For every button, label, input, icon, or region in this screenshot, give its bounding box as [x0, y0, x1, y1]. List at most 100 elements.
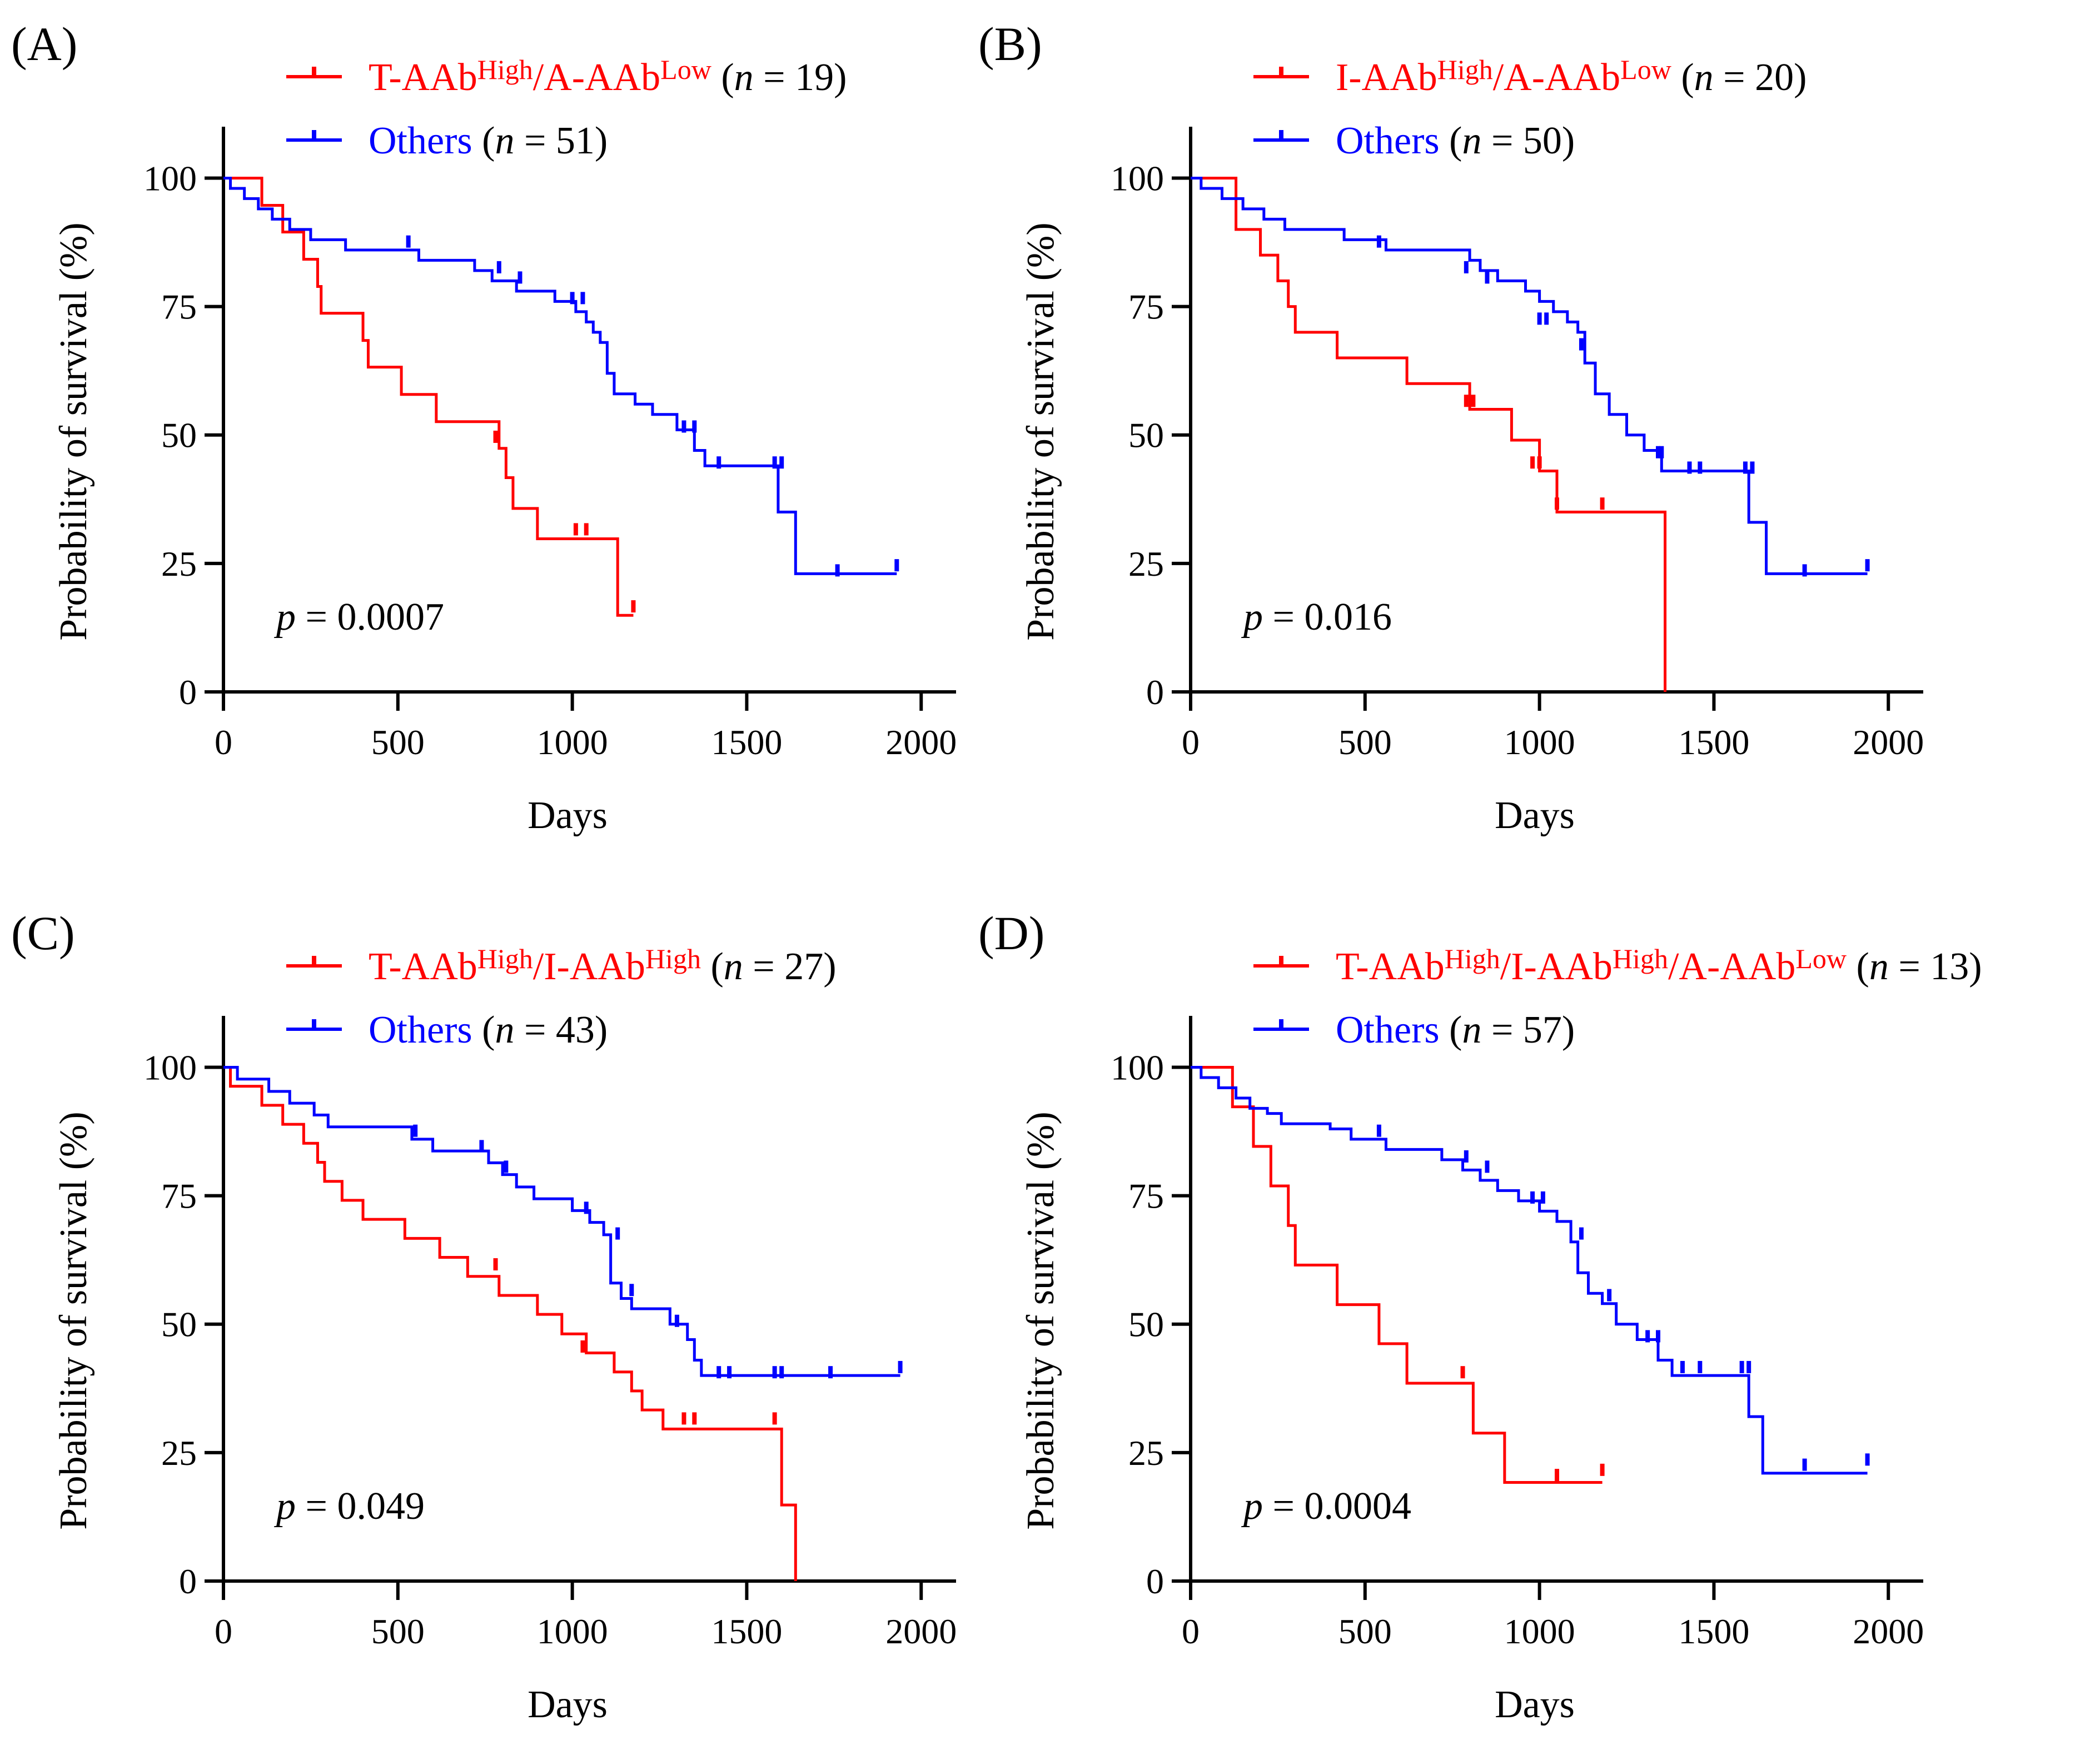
x-tick-label: 1500 [1678, 1612, 1749, 1651]
legend-superscript: High [1437, 54, 1493, 85]
legend-entry: T-AAbHigh/I-AAbHigh (n = 27) [369, 943, 837, 988]
legend-text: = 19) [754, 56, 847, 99]
x-axis-title: Days [1495, 1683, 1575, 1726]
legend-text: Others [369, 119, 472, 162]
legend-text: Others [1336, 119, 1440, 162]
km-curve-1 [223, 176, 897, 575]
legend-superscript: High [645, 943, 701, 974]
x-tick-label: 0 [215, 1612, 232, 1651]
y-tick-label: 0 [1146, 672, 1164, 712]
p-value: p = 0.049 [273, 1485, 425, 1528]
x-tick-label: 500 [1338, 1612, 1392, 1651]
legend-text: n [495, 119, 514, 162]
x-axis-title: Days [528, 794, 608, 837]
legend-text: Others [369, 1009, 472, 1051]
legend-superscript: High [477, 943, 533, 974]
p-value-text: = 0.049 [296, 1485, 425, 1528]
y-tick-label: 25 [1128, 1433, 1164, 1473]
panel-label: (A) [11, 17, 77, 71]
legend-text: ( [1671, 56, 1694, 99]
p-value-text: = 0.0007 [296, 596, 444, 639]
p-symbol: p [1241, 1485, 1263, 1528]
legend-text: = 57) [1481, 1009, 1575, 1051]
x-tick-label: 0 [1182, 1612, 1200, 1651]
x-tick-label: 2000 [885, 722, 957, 762]
y-tick-label: 50 [1128, 416, 1164, 455]
km-curve-0 [223, 1065, 797, 1581]
x-tick-label: 1500 [711, 722, 782, 762]
y-tick-label: 50 [161, 1305, 197, 1344]
km-curve-0 [1191, 1065, 1603, 1484]
y-tick-label: 100 [143, 1048, 197, 1087]
legend-entry: Others (n = 43) [369, 1009, 608, 1051]
legend-text: ( [711, 56, 734, 99]
y-tick-label: 0 [1146, 1562, 1164, 1601]
x-tick-label: 2000 [1853, 722, 1924, 762]
legend-superscript: High [477, 54, 533, 85]
y-axis-title: Probability of survival (%) [52, 222, 95, 640]
legend-text: = 50) [1481, 119, 1575, 162]
legend-text: = 27) [743, 945, 837, 988]
legend-text: ( [1847, 945, 1869, 988]
y-tick-label: 25 [161, 1433, 197, 1473]
legend-text: T-AAb [369, 945, 477, 988]
legend-text: ( [472, 1009, 495, 1051]
legend-text: n [495, 1009, 514, 1051]
p-value: p = 0.0007 [273, 596, 444, 639]
x-tick-label: 500 [371, 1612, 425, 1651]
y-axis-title: Probability of survival (%) [1019, 1111, 1062, 1529]
legend-text: = 51) [514, 119, 608, 162]
km-curve-0 [1191, 176, 1667, 692]
legend-text: = 20) [1714, 56, 1807, 99]
y-tick-label: 25 [1128, 544, 1164, 584]
p-value: p = 0.016 [1241, 596, 1392, 639]
legend-superscript: High [1613, 943, 1668, 974]
legend-text: T-AAb [1336, 945, 1445, 988]
panel-label: (B) [978, 17, 1042, 71]
p-value-text: = 0.0004 [1263, 1485, 1411, 1528]
legend-text: ( [472, 119, 495, 162]
y-tick-label: 50 [161, 416, 197, 455]
y-tick-label: 50 [1128, 1305, 1164, 1344]
y-tick-label: 25 [161, 544, 197, 584]
legend-entry: Others (n = 50) [1336, 119, 1575, 162]
y-tick-label: 0 [179, 1562, 197, 1601]
legend-text: n [734, 56, 754, 99]
p-symbol: p [273, 596, 296, 639]
x-axis-title: Days [1495, 794, 1575, 837]
legend-text: /A-AAb [1668, 945, 1795, 988]
y-tick-label: 75 [161, 1176, 197, 1216]
legend-entry: T-AAbHigh/I-AAbHigh/A-AAbLow (n = 13) [1336, 943, 1982, 988]
x-tick-label: 1500 [1678, 722, 1749, 762]
legend-text: ( [1440, 119, 1462, 162]
x-tick-label: 2000 [1853, 1612, 1924, 1651]
legend-entry: Others (n = 57) [1336, 1009, 1575, 1051]
legend-text: Others [1336, 1009, 1440, 1051]
km-curve-0 [223, 176, 634, 617]
y-axis-title: Probability of survival (%) [52, 1111, 95, 1529]
y-tick-label: 75 [1128, 1176, 1164, 1216]
legend-text: n [1462, 1009, 1481, 1051]
legend-text: /I-AAb [533, 945, 645, 988]
x-tick-label: 0 [215, 722, 232, 762]
x-axis-title: Days [528, 1683, 608, 1726]
x-tick-label: 1000 [537, 722, 608, 762]
km-curve-1 [1191, 176, 1868, 575]
p-value: p = 0.0004 [1241, 1485, 1411, 1528]
y-tick-label: 100 [143, 158, 197, 198]
km-curve-1 [223, 1065, 900, 1377]
x-tick-label: 500 [1338, 722, 1392, 762]
y-tick-label: 0 [179, 672, 197, 712]
legend-text: /A-AAb [1493, 56, 1620, 99]
legend-text: n [1462, 119, 1481, 162]
legend-text: n [724, 945, 743, 988]
legend-text: = 43) [514, 1009, 608, 1051]
x-tick-label: 0 [1182, 722, 1200, 762]
legend-text: ( [1440, 1009, 1462, 1051]
legend-text: /I-AAb [1500, 945, 1613, 988]
panel-label: (D) [978, 906, 1044, 960]
